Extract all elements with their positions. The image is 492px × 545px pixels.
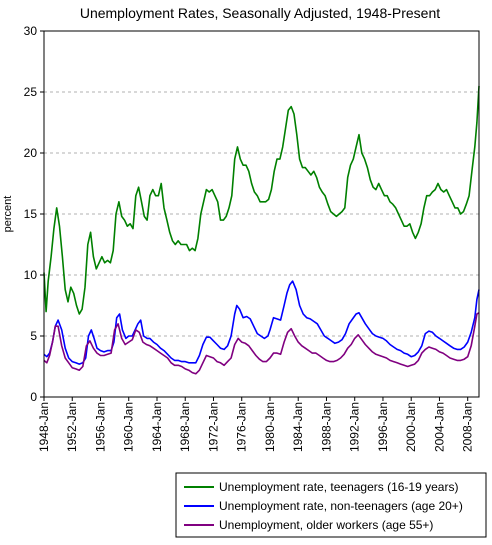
- series-lines: [43, 85, 480, 375]
- x-tick-label: 2004-Jan: [432, 402, 446, 452]
- x-tick-label: 2008-Jan: [461, 402, 475, 452]
- x-tick-label: 1964-Jan: [150, 402, 164, 452]
- x-tick-label: 1996-Jan: [376, 402, 390, 452]
- x-tick-label: 1988-Jan: [319, 402, 333, 452]
- x-tick-label: 1984-Jan: [291, 402, 305, 452]
- x-tick-label: 1960-Jan: [122, 402, 136, 452]
- x-axis: 1948-Jan 1952-Jan 1956-Jan 1960-Jan 1964-Jan…: [37, 397, 475, 452]
- legend-entry: Unemployment, older workers (age 55+): [219, 518, 433, 532]
- legend-entry: Unemployment rate, non-teenagers (age 20…: [219, 499, 463, 513]
- y-tick-label: 10: [24, 268, 38, 282]
- y-tick-label: 0: [30, 390, 37, 404]
- x-tick-label: 1972-Jan: [206, 402, 220, 452]
- legend: Unemployment rate, teenagers (16-19 year…: [175, 472, 487, 538]
- x-tick-label: 1968-Jan: [178, 402, 192, 452]
- x-tick-label: 2000-Jan: [404, 402, 418, 452]
- x-tick-label: 1992-Jan: [348, 402, 362, 452]
- x-tick-label: 1956-Jan: [93, 402, 107, 452]
- y-axis-label: percent: [2, 196, 14, 233]
- series-line-2: [43, 280, 480, 365]
- x-tick-label: 1980-Jan: [263, 402, 277, 452]
- legend-box: [175, 472, 487, 538]
- y-tick-label: 15: [24, 207, 38, 221]
- y-tick-label: 25: [24, 85, 38, 99]
- gridlines: [44, 91, 479, 337]
- y-tick-label: 20: [24, 146, 38, 160]
- series-line-1: [43, 85, 480, 315]
- y-axis: 0 5 10 15 20 25 30: [24, 24, 44, 404]
- y-tick-label: 30: [24, 24, 38, 38]
- legend-entry: Unemployment rate, teenagers (16-19 year…: [219, 480, 458, 494]
- x-tick-label: 1952-Jan: [65, 402, 79, 452]
- x-tick-label: 1976-Jan: [235, 402, 249, 452]
- x-tick-label: 1948-Jan: [37, 402, 51, 452]
- series-line-3: [43, 312, 480, 375]
- chart-title: Unemployment Rates, Seasonally Adjusted,…: [80, 5, 440, 21]
- y-tick-label: 5: [30, 329, 37, 343]
